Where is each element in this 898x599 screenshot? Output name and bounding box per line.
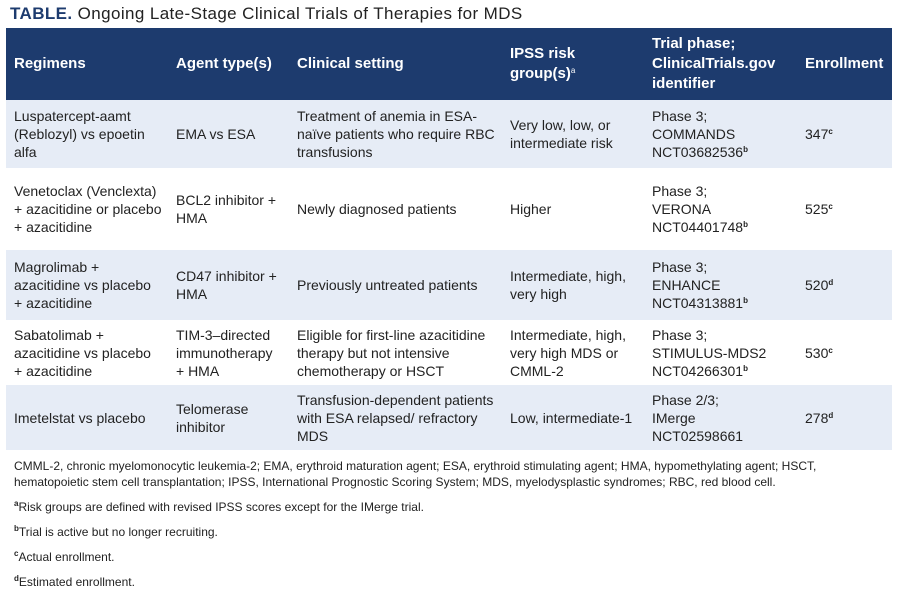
trial-id-line: NCT04313881b [652, 294, 791, 312]
column-header: IPSS risk group(s)a [502, 28, 644, 100]
footnote-mark: d [828, 410, 834, 420]
regimen-cell: Luspatercept-aamt (Reblozyl) vs epoetin … [6, 100, 168, 168]
table-body: Luspatercept-aamt (Reblozyl) vs epoetin … [6, 100, 892, 450]
trial-id-line: NCT03682536b [652, 143, 791, 161]
footnote-mark: a [570, 66, 576, 75]
title-text: Ongoing Late-Stage Clinical Trials of Th… [77, 4, 523, 23]
enrollment-cell: 520d [797, 250, 892, 320]
footnote-mark: b [743, 363, 748, 373]
enrollment-cell: 278d [797, 385, 892, 450]
footnote-mark: d [828, 278, 834, 287]
agent-cell: EMA vs ESA [168, 100, 289, 168]
table-row: Venetoclax (Venclexta) + azacitidine or … [6, 168, 892, 250]
trial-phase: Phase 3; [652, 326, 708, 343]
table-label: TABLE. [10, 4, 73, 23]
footnote: dEstimated enrollment. [14, 574, 886, 590]
trial-name: STIMULUS-MDS2 [652, 344, 767, 361]
agent-cell: Telomerase inhibitor [168, 385, 289, 450]
enrollment-cell: 347c [797, 100, 892, 168]
footnote-text: Estimated enrollment. [18, 575, 135, 589]
abbreviations: CMML-2, chronic myelomonocytic leukemia-… [14, 459, 817, 489]
footnote: bTrial is active but no longer recruitin… [14, 524, 886, 540]
table-row: Luspatercept-aamt (Reblozyl) vs epoetin … [6, 100, 892, 168]
table-row: Sabatolimab + azacitidine vs placebo + a… [6, 320, 892, 385]
column-header: Clinical setting [289, 28, 502, 100]
trial-phase: Phase 3; [652, 108, 708, 124]
enrollment-value: 525 [805, 201, 829, 217]
trial-phase: Phase 2/3; [652, 391, 719, 408]
trial-id: NCT04313881 [652, 295, 744, 311]
trial-name: VERONA [652, 201, 712, 217]
footnote-mark: c [14, 549, 19, 558]
footnote-mark: d [14, 574, 19, 583]
trial-cell: Phase 2/3; IMerge NCT02598661 [644, 385, 797, 450]
footnote-text: Trial is active but no longer recruiting… [18, 525, 218, 539]
enrollment-value: 278 [805, 409, 829, 426]
trial-phase: Phase 3; [652, 183, 708, 199]
footnote-text: Actual enrollment. [18, 550, 115, 564]
footnote-mark: c [828, 345, 833, 355]
trials-table: Regimens Agent type(s) Clinical setting IPS… [6, 28, 892, 450]
trial-cell: Phase 3; ENHANCE NCT04313881b [644, 250, 797, 320]
column-header: Regimens [6, 28, 168, 100]
table-row: Imetelstat vs placebo Telomerase inhibito… [6, 385, 892, 450]
risk-cell: Intermediate, high, very high [502, 250, 644, 320]
trial-id: NCT04401748 [652, 219, 744, 235]
header-text: IPSS risk group(s) [510, 45, 576, 82]
trial-cell: Phase 3; STIMULUS-MDS2 NCT04266301b [644, 320, 797, 385]
footnote-mark: b [14, 524, 19, 533]
trial-id-line: NCT04266301b [652, 362, 791, 380]
risk-cell: Higher [510, 201, 552, 217]
setting-cell: Previously untreated patients [289, 250, 502, 320]
column-header: Enrollment [797, 28, 892, 100]
footnote-mark: c [828, 202, 833, 211]
footnote-mark: a [14, 499, 19, 508]
enrollment-cell: 525c [797, 168, 892, 250]
footnote: aRisk groups are defined with revised IP… [14, 499, 886, 515]
enrollment-value: 347 [805, 126, 829, 142]
trial-id-line: NCT04401748b [652, 218, 791, 236]
regimen-cell: Sabatolimab + azacitidine vs placebo + a… [14, 326, 151, 379]
footnote-mark: c [828, 127, 833, 136]
enrollment-value: 520 [805, 277, 829, 293]
footnote-mark: b [743, 145, 748, 154]
footnote-mark: b [743, 220, 748, 229]
setting-cell: Newly diagnosed patients [297, 201, 457, 217]
setting-cell: Transfusion-dependent patients with ESA … [289, 385, 502, 450]
regimen-cell: Venetoclax (Venclexta) + azacitidine or … [14, 183, 162, 235]
trial-phase: Phase 3; [652, 259, 708, 275]
trial-id: NCT03682536 [652, 144, 744, 160]
column-header: Agent type(s) [168, 28, 289, 100]
agent-cell: BCL2 inhibitor + HMA [176, 192, 277, 226]
header-row: Regimens Agent type(s) Clinical setting IPS… [6, 28, 892, 100]
footnote: cActual enrollment. [14, 549, 886, 565]
trial-name: IMerge [652, 409, 696, 426]
risk-cell: Low, intermediate-1 [502, 385, 644, 450]
regimen-cell: Magrolimab + azacitidine vs placebo + az… [6, 250, 168, 320]
setting-cell: Eligible for first-line azacitidine ther… [297, 326, 486, 379]
risk-cell: Very low, low, or intermediate risk [502, 100, 644, 168]
footnote-mark: b [743, 296, 748, 305]
trial-cell: Phase 3; COMMANDS NCT03682536b [644, 100, 797, 168]
risk-cell: Intermediate, high, very high MDS or CMM… [510, 326, 626, 379]
trial-name: COMMANDS [652, 126, 736, 142]
trial-id-line: NCT02598661 [652, 427, 791, 445]
trial-id: NCT02598661 [652, 427, 744, 444]
enrollment-value: 530 [805, 344, 829, 361]
trial-cell: Phase 3; VERONA NCT04401748b [644, 168, 797, 250]
footnote-text: Risk groups are defined with revised IPS… [18, 500, 424, 514]
agent-cell: TIM-3–directed immunotherapy + HMA [176, 326, 273, 379]
trial-name: ENHANCE [652, 277, 721, 293]
table-title: TABLE. Ongoing Late-Stage Clinical Trial… [10, 4, 523, 24]
enrollment-cell: 530c [797, 320, 892, 385]
table-row: Magrolimab + azacitidine vs placebo + az… [6, 250, 892, 320]
regimen-cell: Imetelstat vs placebo [6, 385, 168, 450]
column-header: Trial phase; ClinicalTrials.gov identifi… [644, 28, 797, 100]
trial-id: NCT04266301 [652, 362, 744, 379]
footnotes: CMML-2, chronic myelomonocytic leukemia-… [14, 458, 886, 599]
agent-cell: CD47 inhibitor + HMA [168, 250, 289, 320]
setting-cell: Treatment of anemia in ESA-naïve patient… [289, 100, 502, 168]
